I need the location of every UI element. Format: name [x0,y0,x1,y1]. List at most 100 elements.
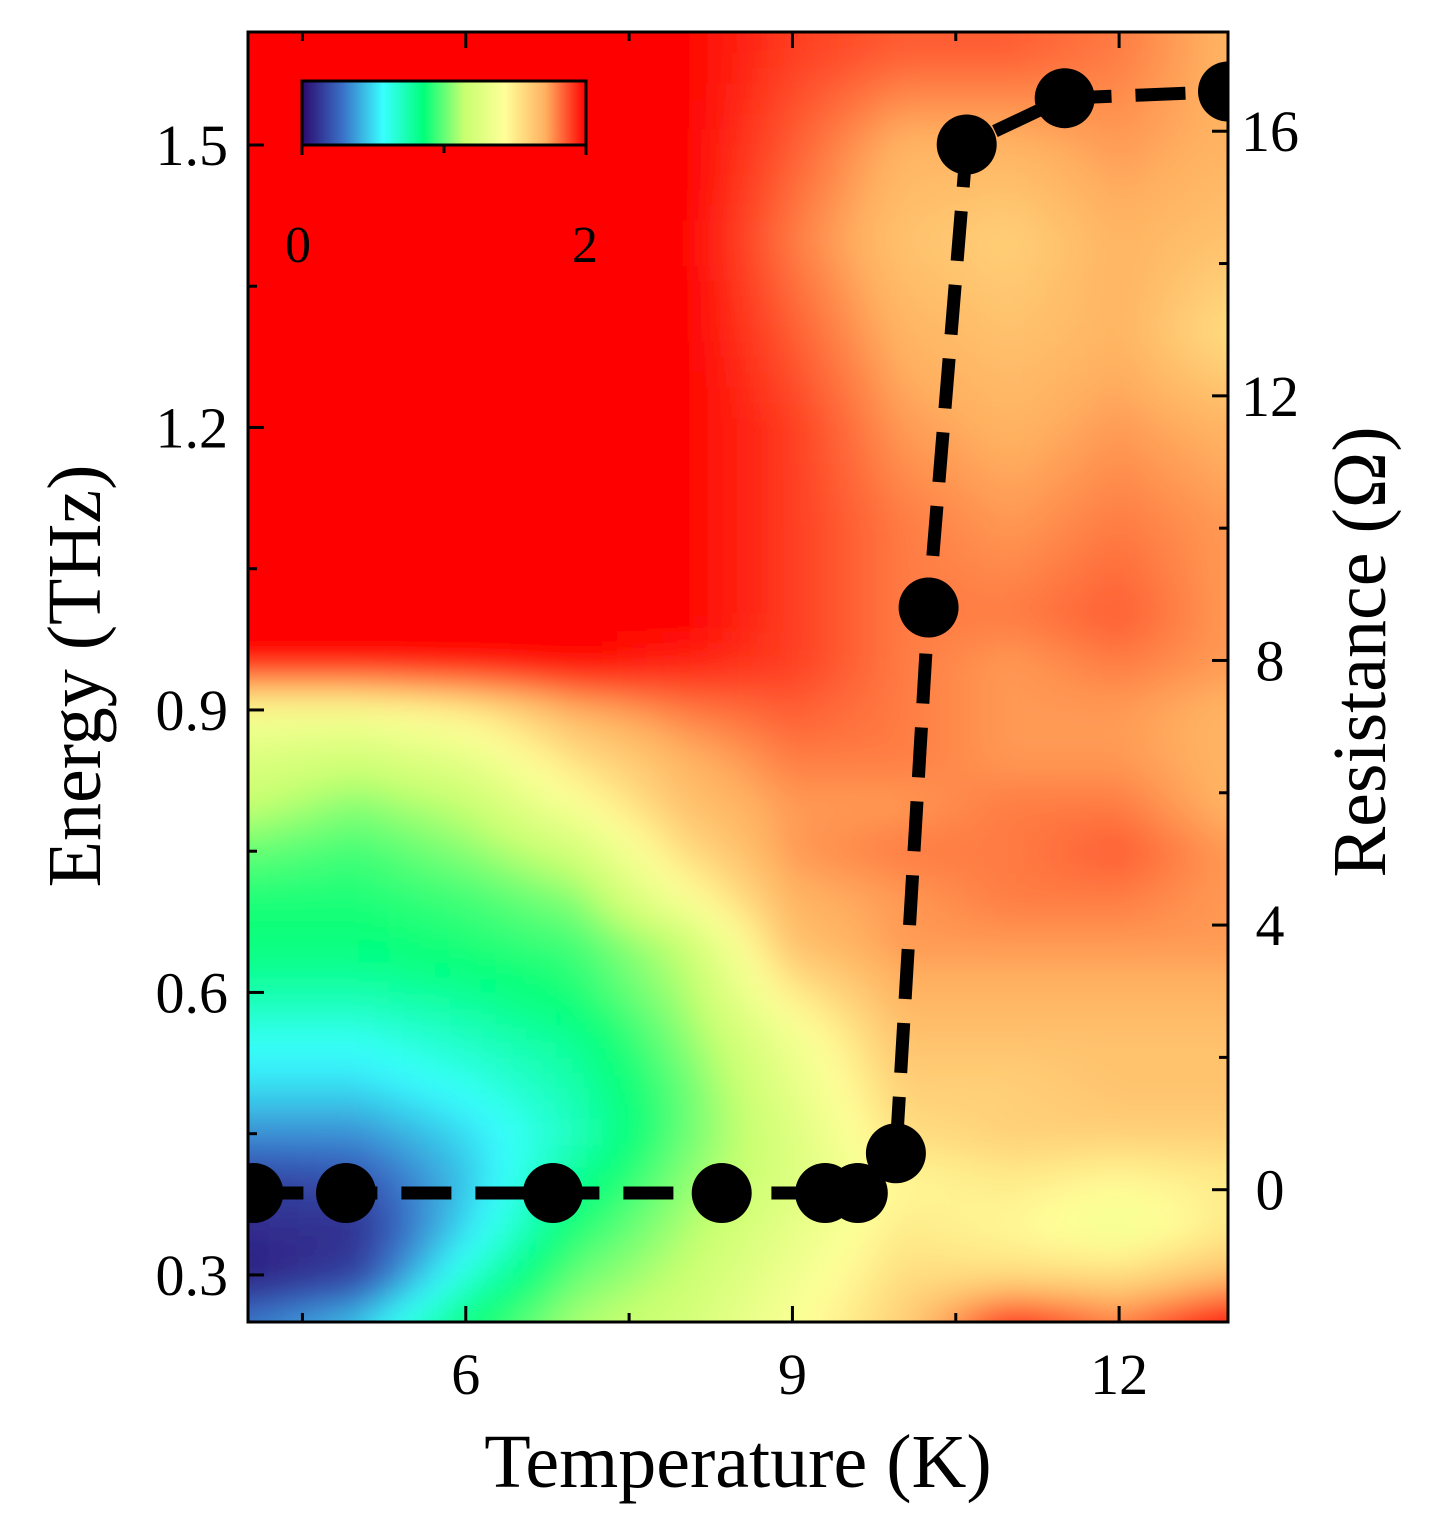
heatmap-cell [510,890,527,907]
heatmap-cell [389,540,406,557]
heatmap-cell [950,631,966,648]
heatmap-cell [692,479,709,496]
heatmap-cell [1116,83,1133,100]
heatmap-cell [828,1057,845,1074]
heatmap-cell [828,935,845,952]
heatmap-cell [950,951,966,968]
heatmap-cell [859,250,876,267]
heatmap-cell [253,1072,270,1089]
heatmap-cell [253,616,270,633]
heatmap-cell [465,935,482,952]
heatmap-cell [450,403,467,420]
heatmap-cell [541,753,558,770]
heatmap-cell [480,951,497,968]
heatmap-cell [359,296,376,313]
heatmap-cell [783,570,800,587]
heatmap-cell [435,326,452,343]
heatmap-cell [389,966,406,983]
heatmap-cell [1025,996,1042,1013]
heatmap-cell [480,479,497,496]
heatmap-cell [1192,113,1209,130]
heatmap-cell [253,235,270,252]
heatmap-cell [798,296,815,313]
heatmap-cell [753,220,770,237]
heatmap-cell [1010,266,1027,283]
heatmap-cell [722,722,739,739]
heatmap-cell [1192,692,1209,709]
heatmap-cell [556,1072,573,1089]
heatmap-cell [480,266,497,283]
heatmap-cell [359,555,376,572]
heatmap-cell [298,737,315,754]
heatmap-cell [465,0,481,8]
heatmap-cell [828,266,845,283]
heatmap-cell [828,1027,845,1044]
heatmap-cell [1056,433,1072,450]
heatmap-cell [329,600,346,617]
heatmap-cell [299,0,315,8]
heatmap-cell [510,235,527,252]
heatmap-cell [904,311,921,328]
heatmap-cell [707,83,724,100]
heatmap-cell [1056,524,1072,541]
heatmap-cell [1071,174,1088,191]
heatmap-cell [248,159,255,176]
heatmap-cell [526,463,542,480]
heatmap-cell [783,1011,800,1028]
heatmap-cell [1177,433,1194,450]
heatmap-cell [248,144,255,161]
heatmap-cell [208,631,224,647]
heatmap-cell [874,996,891,1013]
heatmap-cell [738,844,754,861]
heatmap-cell [904,189,921,206]
heatmap-cell [995,570,1012,587]
heatmap-cell [420,935,436,952]
heatmap-cell [586,631,603,648]
heatmap-cell [1101,250,1118,267]
heatmap-cell [283,540,300,557]
heatmap-cell [1071,677,1088,694]
heatmap-cell [753,722,770,739]
heatmap-cell [495,433,512,450]
heatmap-cell [601,722,618,739]
heatmap-cell [1192,737,1209,754]
heatmap-cell [904,1057,921,1074]
heatmap-cell [556,585,573,602]
heatmap-cell [1010,281,1027,298]
heatmap-cell [374,524,391,541]
heatmap-cell [1010,144,1027,161]
heatmap-cell [768,68,785,85]
heatmap-cell [268,524,285,541]
heatmap-cell [465,1011,482,1028]
heatmap-cell [601,768,618,785]
heatmap-cell [844,966,860,983]
heatmap-cell [1010,661,1027,678]
heatmap-cell [375,0,391,8]
heatmap-cell [556,37,573,54]
heatmap-cell [647,205,664,222]
heatmap-cell [753,829,770,846]
heatmap-cell [1207,753,1224,770]
heatmap-cell [768,205,785,222]
heatmap-cell [1040,494,1057,511]
heatmap-cell [647,448,664,465]
heatmap-cell [1086,631,1103,648]
heatmap-cell [253,829,270,846]
heatmap-cell [601,555,618,572]
heatmap-cell [344,570,361,587]
heatmap-cell [601,646,618,663]
heatmap-cell [707,814,724,831]
heatmap-cell [314,463,330,480]
heatmap-cell [359,448,376,465]
heatmap-cell [1162,494,1178,511]
heatmap-cell [268,387,285,404]
heatmap-cell [510,342,527,359]
heatmap-cell [1056,905,1072,922]
heatmap-cell [632,7,648,23]
heatmap-cell [980,844,997,861]
heatmap-cell [965,753,982,770]
heatmap-cell [404,418,421,435]
heatmap-cell [374,32,391,39]
heatmap-cell [359,463,376,480]
heatmap-cell [480,753,497,770]
